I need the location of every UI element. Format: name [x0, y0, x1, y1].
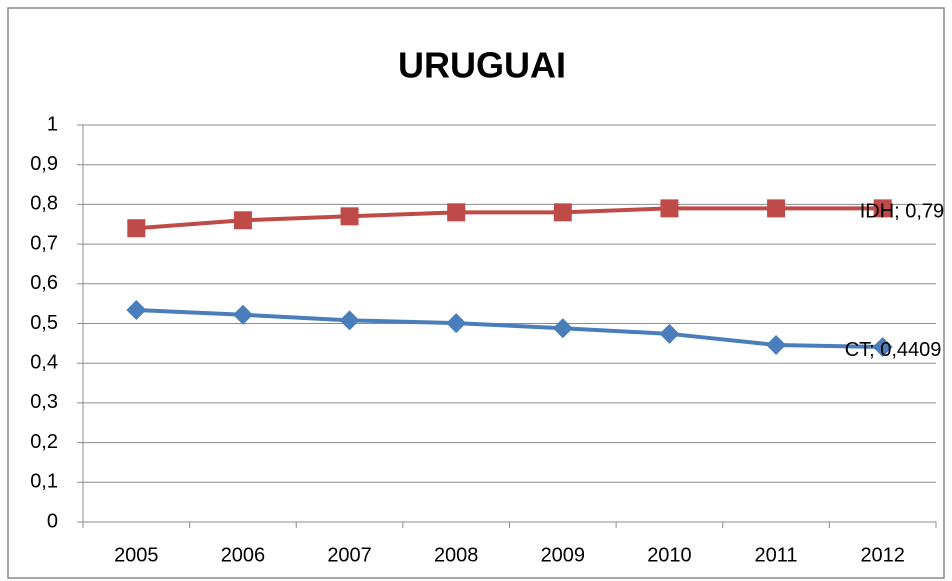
marker: [446, 313, 467, 334]
marker: [766, 334, 787, 355]
x-tick-label: 2005: [114, 544, 159, 566]
marker: [660, 199, 679, 218]
chart-border: [7, 7, 945, 579]
x-tick-label: 2009: [541, 544, 586, 566]
x-tick-label: 2006: [221, 544, 266, 566]
marker: [233, 211, 252, 230]
marker: [127, 219, 146, 238]
chart-title: URUGUAI: [398, 45, 566, 86]
x-tick-label: 2008: [434, 544, 479, 566]
marker: [872, 336, 893, 357]
x-tick-label: 2012: [860, 544, 905, 566]
x-tick-label: 2010: [647, 544, 692, 566]
marker: [340, 207, 359, 226]
y-tick-label: 0,3: [30, 391, 58, 413]
marker: [767, 199, 786, 218]
data-label: CT; 0,4409: [845, 339, 942, 361]
y-tick-label: 0,5: [30, 312, 58, 334]
y-tick-label: 0,8: [30, 193, 58, 215]
y-tick-label: 1: [47, 113, 58, 135]
y-tick-label: 0,1: [30, 471, 58, 493]
marker: [552, 318, 573, 339]
marker: [873, 199, 892, 218]
marker: [447, 203, 466, 222]
marker: [659, 323, 680, 344]
data-label: IDH; 0,79: [860, 201, 944, 223]
y-tick-label: 0,2: [30, 431, 58, 453]
x-tick-label: 2011: [755, 544, 798, 566]
series-line: [136, 206, 883, 231]
series-line: [136, 308, 883, 349]
marker: [126, 300, 147, 321]
y-tick-label: 0,9: [30, 153, 58, 175]
y-tick-label: 0,4: [30, 351, 58, 373]
x-tick-label: 2007: [327, 544, 372, 566]
marker: [232, 304, 253, 325]
marker: [339, 310, 360, 331]
y-tick-label: 0,7: [30, 232, 58, 254]
y-tick-label: 0,6: [30, 272, 58, 294]
marker: [553, 203, 572, 222]
y-tick-label: 0: [47, 510, 58, 532]
